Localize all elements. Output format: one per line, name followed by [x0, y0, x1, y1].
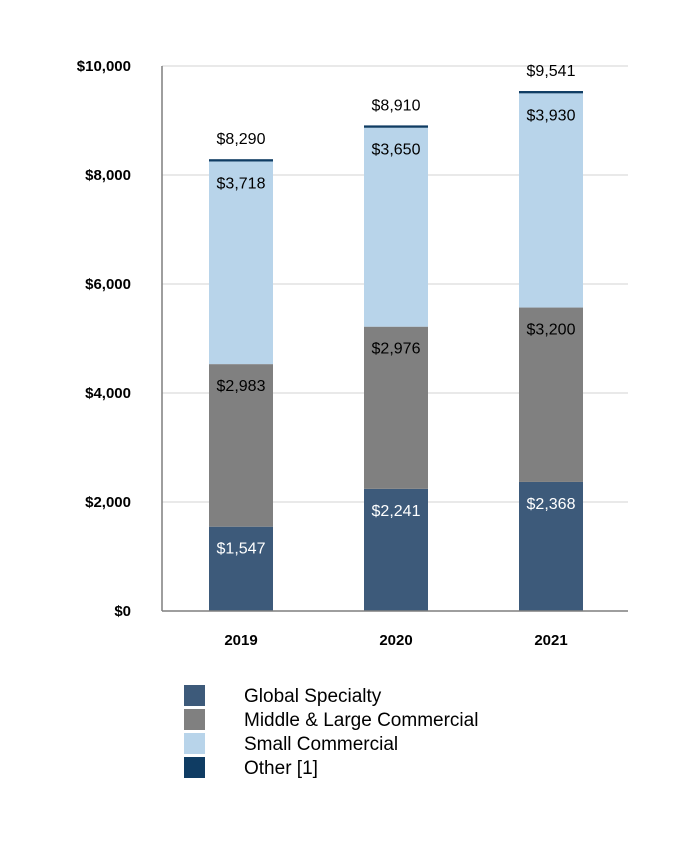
- axis-layer: $0 $2,000 $4,000 $6,000 $8,000 $10,000 2019 202…: [77, 58, 628, 649]
- bar-segment: [209, 364, 273, 527]
- data-label: $3,718: [217, 175, 266, 192]
- legend-swatch: [184, 733, 205, 754]
- bar-segment: [209, 159, 273, 162]
- data-label: $2,983: [217, 378, 266, 395]
- legend-swatch: [184, 685, 205, 706]
- bar-segment: [364, 125, 428, 128]
- x-tick-label: 2019: [224, 632, 257, 649]
- labels-layer: $1,547 $2,983 $3,718 $8,290 $2,241 $2,976 $3,6…: [217, 63, 576, 558]
- y-tick-label: $2,000: [85, 494, 131, 511]
- legend-swatch: [184, 709, 205, 730]
- legend-swatch: [184, 757, 205, 778]
- y-tick-label: $0: [114, 603, 131, 620]
- legend-label: Global Specialty: [244, 686, 382, 707]
- bar-segment: [364, 326, 428, 489]
- y-tick-label: $10,000: [77, 58, 131, 75]
- bar-segment: [364, 488, 428, 611]
- y-tick-label: $6,000: [85, 276, 131, 293]
- data-label: $2,976: [372, 341, 421, 358]
- y-tick-label: $4,000: [85, 385, 131, 402]
- y-tick-label: $8,000: [85, 167, 131, 184]
- legend-label: Other [1]: [244, 758, 318, 779]
- data-label: $3,200: [527, 322, 576, 339]
- data-label: $3,650: [372, 142, 421, 159]
- total-label: $8,910: [372, 97, 421, 114]
- bars-layer: [209, 91, 583, 611]
- legend-label: Middle & Large Commercial: [244, 710, 478, 731]
- bar-segment: [519, 307, 583, 482]
- bar-segment: [364, 127, 428, 327]
- data-label: $3,930: [527, 107, 576, 124]
- bar-segment: [209, 526, 273, 611]
- bar-segment: [519, 481, 583, 611]
- legend-label: Small Commercial: [244, 734, 398, 755]
- bar-segment: [209, 161, 273, 365]
- total-label: $8,290: [217, 131, 266, 148]
- bar-segment: [519, 93, 583, 308]
- bar-segment: [519, 91, 583, 94]
- legend: Global Specialty Middle & Large Commercia…: [184, 685, 478, 779]
- x-tick-label: 2021: [534, 632, 567, 649]
- total-label: $9,541: [527, 63, 576, 80]
- data-label: $2,241: [372, 503, 421, 520]
- x-tick-label: 2020: [379, 632, 412, 649]
- data-label: $1,547: [217, 541, 266, 558]
- data-label: $2,368: [527, 496, 576, 513]
